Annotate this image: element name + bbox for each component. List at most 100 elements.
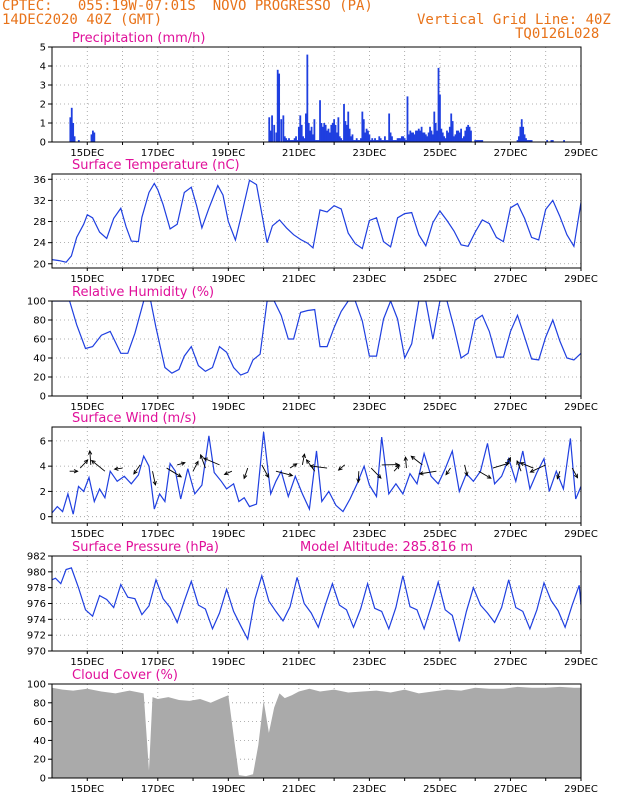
humidity-xtick-label: 19DEC xyxy=(211,402,245,413)
wind-arrow xyxy=(79,459,89,469)
wind-arrow xyxy=(224,470,233,475)
precipitation-bar xyxy=(409,130,412,142)
precipitation-bar xyxy=(424,134,427,142)
wind-arrow-head xyxy=(199,453,204,459)
wind-arrow-head xyxy=(202,457,208,462)
temperature-title: Surface Temperature (nC) xyxy=(72,158,240,173)
pressure-xtick-label: 23DEC xyxy=(353,657,387,668)
precipitation-bar xyxy=(519,126,522,142)
precipitation-bar xyxy=(371,138,374,142)
precipitation-bar xyxy=(321,126,324,142)
wind-arrow-head xyxy=(403,456,408,461)
precipitation-xtick-label: 15DEC xyxy=(70,148,104,159)
wind-arrow-head xyxy=(301,453,306,459)
precipitation-bar xyxy=(399,138,402,142)
temperature-xtick-label: 15DEC xyxy=(70,274,104,285)
precipitation-bar xyxy=(374,138,376,142)
wind-arrow-head xyxy=(243,474,248,480)
precipitation-bar xyxy=(276,69,279,142)
precipitation-bar xyxy=(454,134,457,142)
humidity-xtick-label: 29DEC xyxy=(564,402,598,413)
precipitation-bar xyxy=(357,140,360,142)
wind-arrow-head xyxy=(486,474,492,479)
wind-arrow xyxy=(275,470,293,477)
pressure-xtick-label: 19DEC xyxy=(211,657,245,668)
precipitation-bar xyxy=(334,124,337,142)
precipitation-xtick-label: 17DEC xyxy=(141,148,175,159)
precipitation-bar xyxy=(268,117,271,142)
precipitation-bar xyxy=(384,136,386,142)
precipitation-bar xyxy=(362,119,365,142)
wind-arrow xyxy=(261,464,269,478)
pressure-ytick-label: 974 xyxy=(27,615,46,626)
wind-arrow-head xyxy=(356,478,361,484)
cloud-cover-ytick-label: 100 xyxy=(27,680,46,691)
cloud-cover-xtick-label: 27DEC xyxy=(494,784,528,795)
precipitation-bar xyxy=(439,94,441,142)
precipitation-bar xyxy=(470,130,472,142)
precipitation-bar xyxy=(305,113,307,142)
wind-arrow-head xyxy=(337,466,343,471)
humidity-ytick-label: 20 xyxy=(33,373,46,384)
precipitation-bar xyxy=(306,54,309,142)
wind-arrow xyxy=(91,460,106,472)
precipitation-bar xyxy=(407,134,410,142)
humidity-panel: 0 20 40 60 80 100 15DEC 17DEC 19DEC 21DEC 23DEC 25D… xyxy=(27,285,598,413)
precipitation-bar xyxy=(441,132,444,142)
pressure-ytick-label: 978 xyxy=(27,583,46,594)
humidity-xtick-label: 23DEC xyxy=(353,402,387,413)
precipitation-bar xyxy=(413,134,416,142)
precipitation-bar xyxy=(351,134,354,142)
precipitation-bar xyxy=(341,140,344,142)
pressure-panel: 970 972 974 976 978 980 982 15DEC 17DEC 19DEC 21DE… xyxy=(27,540,598,668)
precipitation-bar xyxy=(551,140,554,142)
pressure-ytick-label: 982 xyxy=(27,552,46,563)
pressure-ytick-label: 976 xyxy=(27,599,46,610)
precipitation-bar xyxy=(382,140,385,142)
precipitation-bar xyxy=(72,123,75,142)
precipitation-bar xyxy=(440,128,443,142)
pressure-xtick-label: 15DEC xyxy=(70,657,104,668)
precipitation-bar xyxy=(393,140,396,142)
pressure-data xyxy=(52,567,581,642)
temperature-xtick-label: 25DEC xyxy=(423,274,457,285)
cloud-cover-xtick-label: 17DEC xyxy=(141,784,175,795)
wind-arrow xyxy=(478,470,492,479)
wind-arrow xyxy=(530,464,546,473)
wind-arrow xyxy=(556,471,561,479)
humidity-xtick-label: 17DEC xyxy=(141,402,175,413)
wind-arrow xyxy=(405,457,407,469)
precipitation-bar xyxy=(285,138,288,142)
cloud-cover-xtick-label: 23DEC xyxy=(353,784,387,795)
wind-arrow-head xyxy=(194,460,199,466)
wind-arrow-head xyxy=(519,462,525,467)
humidity-ytick-label: 0 xyxy=(40,392,46,403)
wind-ytick-label: 6 xyxy=(40,436,46,447)
wind-arrow xyxy=(203,457,220,466)
wind-arrow xyxy=(506,457,511,466)
precipitation-bar xyxy=(457,130,460,142)
precipitation-bar xyxy=(444,138,447,142)
precipitation-bar xyxy=(69,117,72,142)
pressure-xtick-label: 27DEC xyxy=(494,657,528,668)
precipitation-bar xyxy=(376,140,379,142)
temperature-ytick-label: 36 xyxy=(33,175,46,186)
precipitation-bar xyxy=(340,138,343,142)
humidity-line xyxy=(52,301,581,376)
wind-arrow xyxy=(357,471,360,483)
precipitation-bar xyxy=(354,140,357,142)
wind-arrow xyxy=(177,462,186,466)
precipitation-bar xyxy=(527,140,530,142)
wind-arrow xyxy=(114,467,123,470)
precipitation-bar xyxy=(460,128,462,142)
precipitation-bar xyxy=(90,134,93,142)
precipitation-bar xyxy=(307,123,310,142)
precipitation-bar xyxy=(299,115,302,142)
precipitation-bar xyxy=(77,140,80,142)
temperature-xtick-label: 17DEC xyxy=(141,274,175,285)
temperature-xtick-label: 23DEC xyxy=(353,274,387,285)
wind-arrow xyxy=(464,464,468,476)
precipitation-bar xyxy=(324,124,327,142)
wind-xtick-label: 25DEC xyxy=(423,529,457,540)
